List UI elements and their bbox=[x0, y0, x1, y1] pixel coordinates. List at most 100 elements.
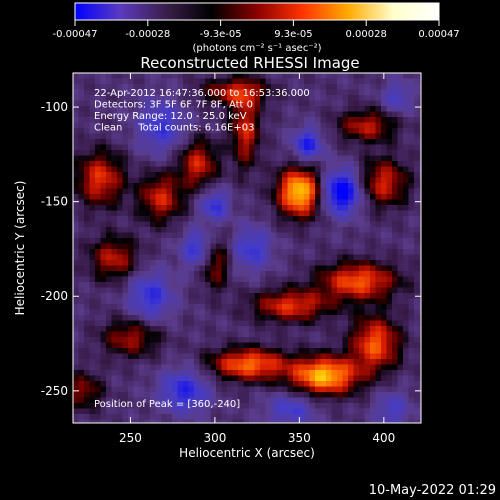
heatmap-cell bbox=[243, 183, 250, 190]
heatmap-cell bbox=[370, 254, 377, 261]
heatmap-cell bbox=[216, 287, 223, 294]
heatmap-cell bbox=[100, 392, 107, 399]
heatmap-cell bbox=[381, 359, 388, 366]
heatmap-cell bbox=[199, 260, 206, 267]
heatmap-cell bbox=[106, 304, 113, 311]
heatmap-cell bbox=[155, 221, 162, 228]
heatmap-cell bbox=[348, 287, 355, 294]
heatmap-cell bbox=[73, 348, 80, 355]
heatmap-cell bbox=[238, 221, 245, 228]
heatmap-cell bbox=[315, 139, 322, 146]
heatmap-cell bbox=[227, 194, 234, 201]
heatmap-cell bbox=[210, 315, 217, 322]
heatmap-cell bbox=[304, 216, 311, 223]
heatmap-cell bbox=[392, 249, 399, 256]
heatmap-cell bbox=[166, 161, 173, 168]
heatmap-cell bbox=[150, 386, 157, 393]
heatmap-cell bbox=[199, 348, 206, 355]
heatmap-cell bbox=[386, 100, 393, 107]
heatmap-cell bbox=[139, 73, 146, 80]
heatmap-cell bbox=[254, 199, 261, 206]
heatmap-cell bbox=[139, 183, 146, 190]
heatmap-cell bbox=[419, 216, 421, 223]
heatmap-cell bbox=[133, 232, 140, 239]
heatmap-cell bbox=[73, 194, 80, 201]
heatmap-cell bbox=[293, 414, 300, 421]
heatmap-cell bbox=[364, 260, 371, 267]
heatmap-cell bbox=[89, 161, 96, 168]
heatmap-cell bbox=[254, 287, 261, 294]
heatmap-cell bbox=[150, 260, 157, 267]
heatmap-cell bbox=[243, 150, 250, 157]
heatmap-cell bbox=[414, 359, 421, 366]
heatmap-cell bbox=[375, 199, 382, 206]
heatmap-cell bbox=[128, 320, 135, 327]
heatmap-cell bbox=[298, 177, 305, 184]
heatmap-cell bbox=[227, 271, 234, 278]
heatmap-cell bbox=[419, 337, 421, 344]
heatmap-cell bbox=[155, 364, 162, 371]
heatmap-cell bbox=[408, 348, 415, 355]
heatmap-cell bbox=[177, 397, 184, 404]
heatmap-cell bbox=[419, 348, 421, 355]
heatmap-cell bbox=[133, 161, 140, 168]
heatmap-cell bbox=[166, 216, 173, 223]
heatmap-cell bbox=[375, 353, 382, 360]
heatmap-cell bbox=[188, 414, 195, 421]
heatmap-cell bbox=[100, 293, 107, 300]
heatmap-cell bbox=[414, 139, 421, 146]
heatmap-cell bbox=[304, 276, 311, 283]
heatmap-cell bbox=[265, 221, 272, 228]
heatmap-cell bbox=[408, 117, 415, 124]
heatmap-cell bbox=[359, 188, 366, 195]
heatmap-cell bbox=[254, 315, 261, 322]
heatmap-cell bbox=[100, 243, 107, 250]
heatmap-cell bbox=[100, 117, 107, 124]
heatmap-cell bbox=[238, 364, 245, 371]
heatmap-cell bbox=[386, 78, 393, 85]
heatmap-cell bbox=[194, 375, 201, 382]
heatmap-cell bbox=[128, 282, 135, 289]
heatmap-cell bbox=[221, 348, 228, 355]
heatmap-cell bbox=[232, 89, 239, 96]
heatmap-cell bbox=[320, 243, 327, 250]
heatmap-cell bbox=[238, 133, 245, 140]
heatmap-cell bbox=[381, 276, 388, 283]
heatmap-cell bbox=[128, 331, 135, 338]
heatmap-cell bbox=[161, 249, 168, 256]
heatmap-cell bbox=[155, 106, 162, 113]
heatmap-cell bbox=[293, 298, 300, 305]
heatmap-cell bbox=[150, 326, 157, 333]
heatmap-cell bbox=[150, 232, 157, 239]
heatmap-cell bbox=[320, 397, 327, 404]
heatmap-cell bbox=[414, 348, 421, 355]
heatmap-cell bbox=[78, 309, 85, 316]
heatmap-cell bbox=[364, 183, 371, 190]
heatmap-cell bbox=[386, 298, 393, 305]
heatmap-cell bbox=[128, 106, 135, 113]
heatmap-cell bbox=[265, 276, 272, 283]
heatmap-cell bbox=[348, 188, 355, 195]
heatmap-cell bbox=[144, 210, 151, 217]
heatmap-cell bbox=[375, 386, 382, 393]
heatmap-cell bbox=[397, 359, 404, 366]
heatmap-cell bbox=[370, 106, 377, 113]
heatmap-cell bbox=[227, 386, 234, 393]
heatmap-cell bbox=[392, 78, 399, 85]
heatmap-cell bbox=[271, 403, 278, 410]
heatmap-cell bbox=[150, 183, 157, 190]
heatmap-cell bbox=[100, 210, 107, 217]
heatmap-cell bbox=[403, 150, 410, 157]
heatmap-cell bbox=[199, 216, 206, 223]
heatmap-cell bbox=[419, 221, 421, 228]
heatmap-cell bbox=[95, 254, 102, 261]
heatmap-cell bbox=[397, 419, 404, 423]
heatmap-cell bbox=[249, 331, 256, 338]
heatmap-cell bbox=[326, 287, 333, 294]
heatmap-cell bbox=[408, 337, 415, 344]
heatmap-cell bbox=[397, 386, 404, 393]
heatmap-cell bbox=[210, 370, 217, 377]
heatmap-cell bbox=[122, 254, 129, 261]
heatmap-cell bbox=[397, 260, 404, 267]
heatmap-cell bbox=[309, 177, 316, 184]
